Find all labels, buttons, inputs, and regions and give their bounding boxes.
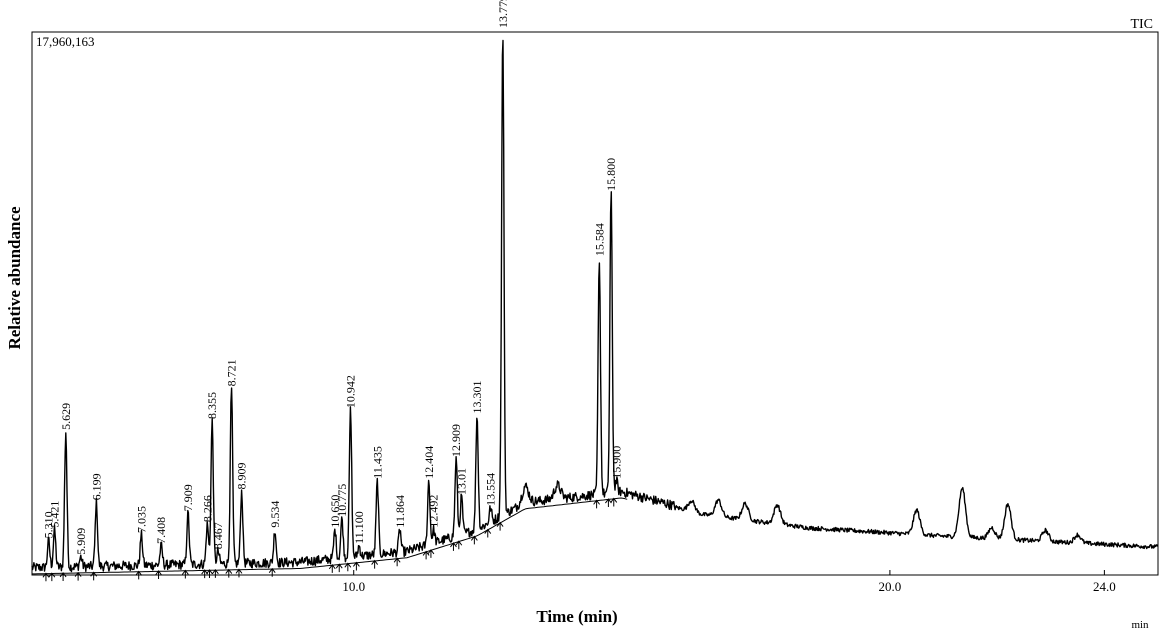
peak-integration-marker	[605, 498, 612, 508]
peak-label: 13.301	[470, 381, 484, 414]
peak-integration-marker	[422, 550, 430, 560]
peak-integration-marker	[181, 569, 189, 579]
peak-integration-marker	[328, 564, 336, 573]
peak-label: 12.404	[422, 446, 436, 479]
peak-integration-marker	[155, 570, 162, 580]
peak-integration-marker	[268, 567, 276, 577]
peak-label: 12.909	[449, 424, 463, 457]
chromatogram-trace	[31, 39, 1159, 573]
x-axis-unit: min	[1131, 619, 1149, 631]
peak-integration-marker	[201, 569, 209, 579]
peak-label: 8.909	[235, 463, 249, 490]
peak-label: 15.584	[592, 223, 606, 256]
peak-label: 7.909	[181, 484, 195, 511]
peak-integration-marker	[48, 572, 56, 582]
peak-label: 15.800	[604, 158, 618, 191]
signal-label: TIC	[1130, 17, 1153, 32]
plot-frame	[31, 31, 1159, 576]
peak-label: 7.035	[134, 506, 148, 533]
x-tick-label: 10.0	[342, 579, 365, 594]
peak-integration-marker	[335, 563, 343, 573]
peak-label: 10.650	[328, 495, 342, 528]
peak-integration-marker	[352, 561, 360, 571]
peak-label: 8.266	[200, 495, 214, 522]
peak-label: 10.775	[335, 484, 349, 517]
peak-integration-marker	[371, 559, 379, 569]
max-intensity-label: 17,960,163	[36, 34, 95, 49]
peak-integration-marker	[135, 570, 143, 580]
peak-label: 13.554	[483, 473, 497, 506]
peak-integration-marker	[484, 528, 492, 538]
peak-integration-marker	[496, 521, 504, 531]
peak-label: 10.942	[343, 375, 357, 408]
peak-integration-marker	[206, 569, 213, 578]
peak-label: 7.408	[154, 517, 168, 544]
peak-integration-marker	[455, 540, 463, 550]
peak-integration-marker	[59, 572, 67, 581]
peak-integration-marker	[90, 571, 98, 581]
peak-integration-marker	[74, 571, 82, 581]
peak-label: 5.421	[48, 501, 62, 528]
peak-label: 11.864	[393, 495, 407, 528]
peak-integration-marker	[235, 568, 243, 578]
x-tick-label: 20.0	[879, 579, 902, 594]
y-axis-title: Relative abundance	[5, 206, 24, 350]
peak-label: 12.492	[427, 495, 441, 528]
peak-integration-marker	[42, 572, 50, 582]
peak-label: 13.01	[454, 468, 468, 495]
peak-label: 8.721	[224, 359, 238, 386]
peak-integration-marker	[225, 568, 233, 578]
peak-label: 6.199	[89, 473, 103, 500]
peak-integration-marker	[593, 499, 601, 509]
peak-label: 8.355	[205, 392, 219, 419]
peak-label: 5.909	[74, 528, 88, 555]
peak-integration-marker	[470, 535, 478, 545]
peak-integration-marker	[393, 557, 401, 567]
peak-integration-marker	[211, 569, 219, 578]
peak-label: 8.467	[211, 522, 225, 549]
peak-integration-marker	[450, 542, 457, 551]
x-axis-ticks: 10.0 20.0 24.0	[342, 570, 1116, 594]
peak-label: 15.900	[609, 446, 623, 479]
peak-label: 11.435	[370, 446, 384, 479]
peak-label: 13.779	[496, 0, 510, 28]
x-axis-title: Time (min)	[536, 607, 617, 626]
peak-label: 5.629	[59, 403, 73, 430]
peak-label: 9.534	[268, 501, 282, 528]
peak-label: 11.100	[352, 511, 366, 544]
peak-integration-marker	[610, 497, 618, 507]
integration-baseline	[32, 497, 628, 575]
peak-integration-marker	[427, 549, 435, 558]
peak-markers	[42, 497, 618, 582]
peak-label: 5.310	[42, 511, 56, 538]
peak-integration-marker	[344, 562, 352, 572]
x-tick-label: 24.0	[1093, 579, 1116, 594]
